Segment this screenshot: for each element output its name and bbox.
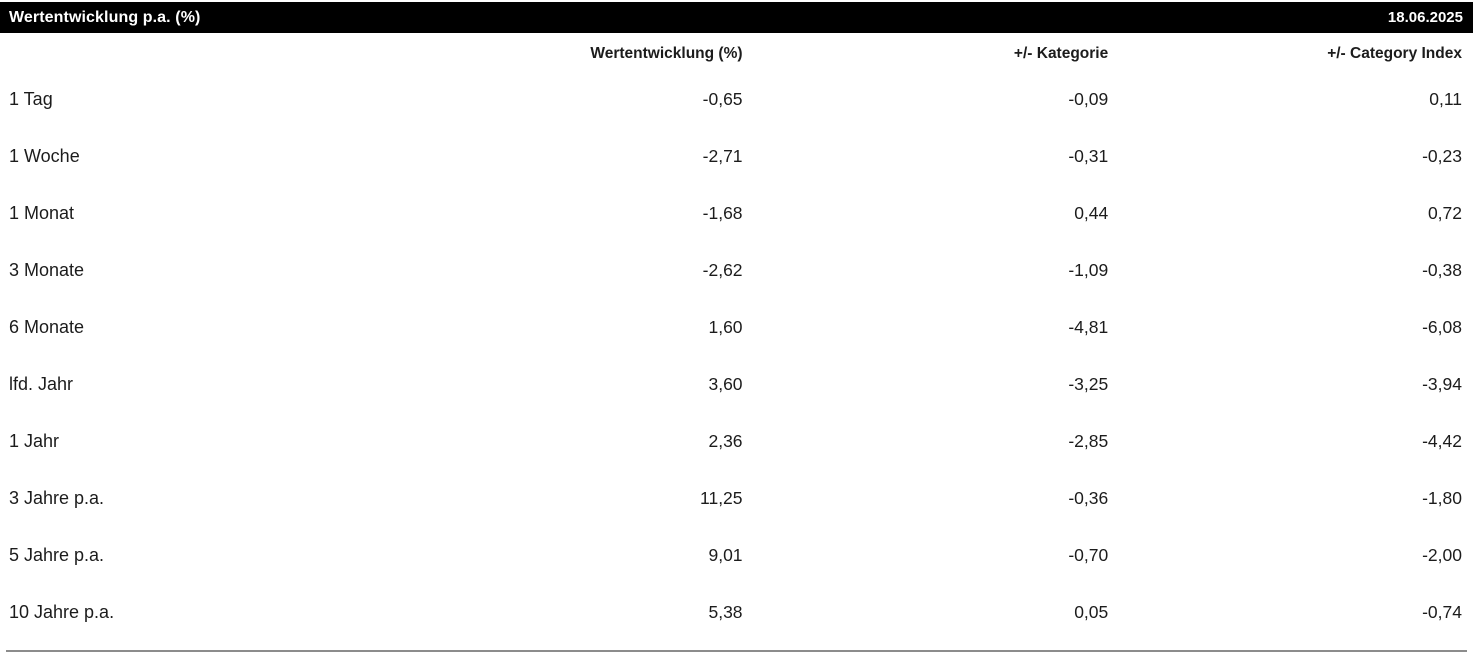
period-label: 5 Jahre p.a.	[9, 545, 105, 565]
cat-value: -2,85	[1068, 431, 1109, 451]
perf-value: 9,01	[708, 545, 743, 565]
table-row: 1 Woche -2,71 -0,31 -0,23	[0, 128, 1473, 185]
cat-index-value: 0,72	[1427, 203, 1462, 223]
cat-value: -0,36	[1068, 488, 1109, 508]
period-label: 6 Monate	[9, 317, 85, 337]
period-label: 1 Tag	[9, 89, 53, 109]
perf-value: 11,25	[700, 488, 743, 508]
period-label: 10 Jahre p.a.	[9, 602, 115, 622]
cat-index-value: -3,94	[1422, 374, 1462, 394]
table-body: 1 Tag -0,65 -0,09 0,11 1 Woche -2,71 -0,…	[0, 71, 1473, 641]
table-row: lfd. Jahr 3,60 -3,25 -3,94	[0, 356, 1473, 413]
period-label: 1 Woche	[9, 146, 80, 166]
period-label: lfd. Jahr	[9, 374, 74, 394]
table-header-row: Wertentwicklung (%) +/- Kategorie +/- Ca…	[0, 33, 1473, 71]
column-header-kategorie: +/- Kategorie	[1013, 45, 1109, 62]
table-row: 1 Jahr 2,36 -2,85 -4,42	[0, 413, 1473, 470]
table-row: 3 Jahre p.a. 11,25 -0,36 -1,80	[0, 470, 1473, 527]
cat-value: -0,70	[1068, 545, 1109, 565]
perf-value: -1,68	[702, 203, 743, 223]
perf-value: -2,62	[702, 260, 743, 280]
cat-index-value: -6,08	[1422, 317, 1462, 337]
cat-index-value: -0,74	[1422, 602, 1462, 622]
perf-value: 5,38	[708, 602, 743, 622]
cat-index-value: -0,23	[1422, 146, 1462, 166]
perf-value: 3,60	[708, 374, 743, 394]
cat-index-value: -4,42	[1422, 431, 1462, 451]
table-header: Wertentwicklung (%) +/- Kategorie +/- Ca…	[0, 33, 1473, 71]
perf-value: -0,65	[702, 89, 743, 109]
cat-value: -4,81	[1068, 317, 1109, 337]
cat-value: 0,05	[1074, 602, 1109, 622]
cat-index-value: -2,00	[1422, 545, 1462, 565]
performance-table: Wertentwicklung (%) +/- Kategorie +/- Ca…	[0, 33, 1473, 641]
perf-value: 2,36	[708, 431, 743, 451]
cat-index-value: 0,11	[1429, 89, 1462, 109]
as-of-date: 18.06.2025	[1387, 9, 1463, 26]
cat-value: -1,09	[1068, 260, 1109, 280]
table-row: 5 Jahre p.a. 9,01 -0,70 -2,00	[0, 527, 1473, 584]
cat-index-value: -0,38	[1422, 260, 1462, 280]
period-label: 3 Monate	[9, 260, 85, 280]
column-header-category-index: +/- Category Index	[1327, 45, 1462, 62]
perf-value: -2,71	[702, 146, 743, 166]
cat-value: 0,44	[1074, 203, 1109, 223]
cat-value: -0,31	[1068, 146, 1109, 166]
perf-value: 1,60	[708, 317, 743, 337]
column-header-wertentwicklung: Wertentwicklung (%)	[590, 45, 743, 62]
column-header-period	[0, 33, 378, 71]
period-label: 1 Monat	[9, 203, 75, 223]
bottom-divider	[6, 650, 1467, 652]
table-row: 10 Jahre p.a. 5,38 0,05 -0,74	[0, 584, 1473, 641]
cat-index-value: -1,80	[1422, 488, 1462, 508]
cat-value: -0,09	[1068, 89, 1109, 109]
section-title-bar: Wertentwicklung p.a. (%) 18.06.2025	[0, 2, 1473, 33]
table-row: 3 Monate -2,62 -1,09 -0,38	[0, 242, 1473, 299]
section-title: Wertentwicklung p.a. (%)	[9, 8, 201, 26]
table-row: 1 Monat -1,68 0,44 0,72	[0, 185, 1473, 242]
table-row: 6 Monate 1,60 -4,81 -6,08	[0, 299, 1473, 356]
cat-value: -3,25	[1068, 374, 1109, 394]
period-label: 1 Jahr	[9, 431, 60, 451]
period-label: 3 Jahre p.a.	[9, 488, 105, 508]
table-row: 1 Tag -0,65 -0,09 0,11	[0, 71, 1473, 128]
